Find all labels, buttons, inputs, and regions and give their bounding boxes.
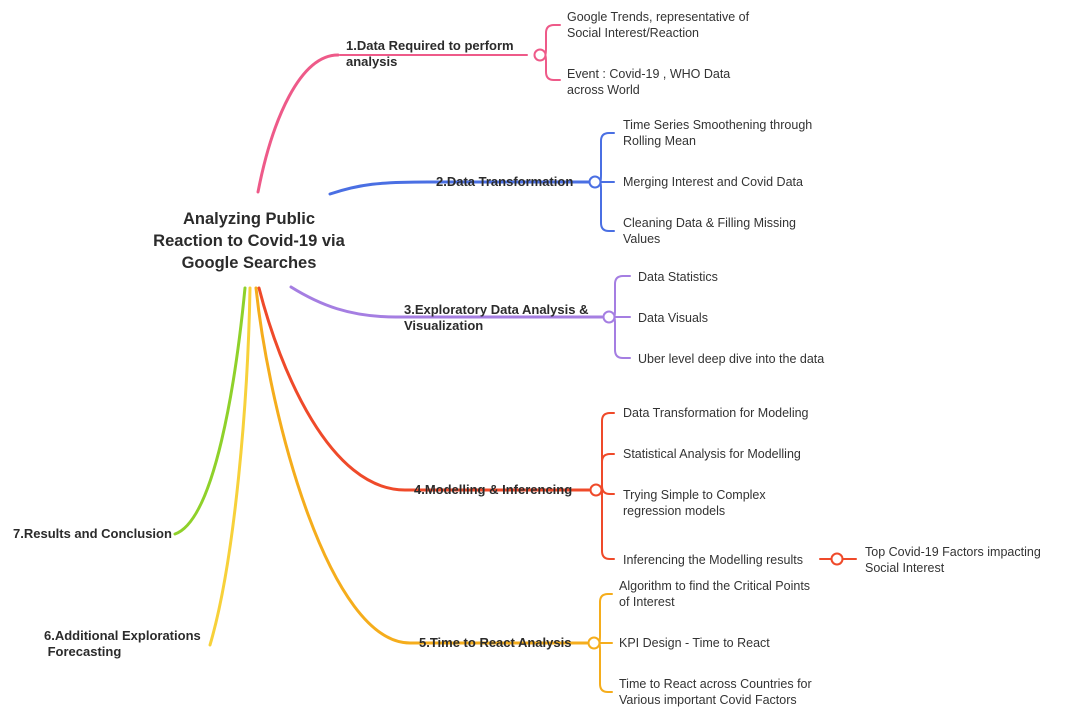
branch-6-label[interactable]: 6.Additional Explorations Forecasting bbox=[44, 628, 201, 660]
root-topic-line1: Analyzing Public bbox=[182, 210, 316, 228]
branch-2-child-1[interactable]: Time Series Smoothening through Rolling … bbox=[623, 117, 812, 149]
branch-4-child-2-line1: Statistical Analysis for Modelling bbox=[623, 447, 801, 461]
branch-3-child-connector-1 bbox=[613, 275, 631, 318]
branch-2-connector bbox=[328, 180, 591, 196]
branch-4-child-4[interactable]: Inferencing the Modelling results bbox=[623, 552, 803, 568]
branch-4-grandchild-line2: Social Interest bbox=[865, 561, 945, 575]
branch-4-child-3-line1: Trying Simple to Complex bbox=[623, 488, 766, 502]
branch-3-label-line2: Visualization bbox=[404, 318, 484, 333]
branch-3-child-connector-3 bbox=[613, 316, 631, 359]
branch-3-child-1[interactable]: Data Statistics bbox=[638, 269, 718, 285]
branch-4-child-1-line1: Data Transformation for Modeling bbox=[623, 406, 809, 420]
root-topic-line2: Reaction to Covid-19 via bbox=[153, 232, 345, 250]
branch-4-child-3[interactable]: Trying Simple to Complex regression mode… bbox=[623, 487, 766, 519]
branch-4-child-3-line2: regression models bbox=[623, 504, 726, 518]
branch-5-child-3-line1: Time to React across Countries for bbox=[619, 677, 812, 691]
branch-7-connector bbox=[173, 286, 247, 536]
branch-1-child-1-line1: Google Trends, representative of bbox=[567, 10, 750, 24]
branch-5-child-2[interactable]: KPI Design - Time to React bbox=[619, 635, 770, 651]
branch-2-child-2[interactable]: Merging Interest and Covid Data bbox=[623, 174, 803, 190]
branch-4-child-4-line1: Inferencing the Modelling results bbox=[623, 553, 803, 567]
branch-2-child-3-line2: Values bbox=[623, 232, 661, 246]
branch-2-child-connector-3 bbox=[599, 181, 615, 232]
branch-1-child-1-line2: Social Interest/Reaction bbox=[567, 26, 700, 40]
branch-1-node[interactable] bbox=[533, 48, 547, 62]
branch-6-label-line2: Forecasting bbox=[44, 644, 122, 659]
node-layer bbox=[533, 48, 844, 650]
branch-5-child-3[interactable]: Time to React across Countries for Vario… bbox=[619, 676, 812, 708]
branch-4-connector bbox=[257, 286, 591, 492]
branch-3-child-1-line1: Data Statistics bbox=[638, 270, 718, 284]
branch-1-child-2-line2: across World bbox=[567, 83, 640, 97]
branch-5-label[interactable]: 5.Time to React Analysis bbox=[419, 635, 571, 651]
branch-4-child-2[interactable]: Statistical Analysis for Modelling bbox=[623, 446, 801, 462]
branch-6-label-line1: 6.Additional Explorations bbox=[44, 628, 201, 643]
branch-4-label-line1: 4.Modelling & Inferencing bbox=[414, 482, 573, 497]
edge-layer bbox=[173, 24, 857, 693]
branch-2-child-1-line1: Time Series Smoothening through bbox=[623, 118, 813, 132]
branch-1-child-2-line1: Event : Covid-19 , WHO Data bbox=[567, 67, 731, 81]
root-topic[interactable]: Analyzing Public Reaction to Covid-19 vi… bbox=[140, 208, 358, 274]
branch-3-child-3[interactable]: Uber level deep dive into the data bbox=[638, 351, 824, 367]
branch-4-grandchild-line1: Top Covid-19 Factors impacting bbox=[865, 545, 1041, 559]
branch-7-label[interactable]: 7.Results and Conclusion bbox=[13, 526, 172, 542]
branch-2-child-1-line2: Rolling Mean bbox=[623, 134, 696, 148]
branch-4-child-connector-2 bbox=[600, 453, 615, 491]
branch-5-child-1-line2: of Interest bbox=[619, 595, 675, 609]
branch-4-grandchild[interactable]: Top Covid-19 Factors impacting Social In… bbox=[865, 544, 1041, 576]
branch-3-child-2[interactable]: Data Visuals bbox=[638, 310, 708, 326]
branch-4-node[interactable] bbox=[589, 483, 603, 497]
branch-3-label[interactable]: 3.Exploratory Data Analysis & Visualizat… bbox=[404, 302, 588, 334]
branch-3-node[interactable] bbox=[602, 310, 616, 324]
branch-1-label[interactable]: 1.Data Required to perform analysis bbox=[346, 38, 514, 70]
branch-2-child-3[interactable]: Cleaning Data & Filling Missing Values bbox=[623, 215, 796, 247]
branch-5-node[interactable] bbox=[587, 636, 601, 650]
branch-2-label-line1: 2.Data Transformation bbox=[436, 174, 574, 189]
branch-4-child-1[interactable]: Data Transformation for Modeling bbox=[623, 405, 809, 421]
branch-2-label[interactable]: 2.Data Transformation bbox=[436, 174, 573, 190]
branch-4-label[interactable]: 4.Modelling & Inferencing bbox=[414, 482, 572, 498]
branch-5-child-3-line2: Various important Covid Factors bbox=[619, 693, 797, 707]
branch-2-child-connector-1 bbox=[599, 132, 615, 183]
branch-4-grandchild-node[interactable] bbox=[830, 552, 844, 566]
branch-5-child-connector-1 bbox=[598, 593, 613, 644]
branch-5-label-line1: 5.Time to React Analysis bbox=[419, 635, 572, 650]
branch-1-label-line2: analysis bbox=[346, 54, 398, 69]
branch-5-child-1[interactable]: Algorithm to find the Critical Points of… bbox=[619, 578, 810, 610]
branch-1-child-2[interactable]: Event : Covid-19 , WHO Data across World bbox=[567, 66, 730, 98]
branch-4-child-connector-4 bbox=[600, 489, 615, 560]
branch-5-child-1-line1: Algorithm to find the Critical Points bbox=[619, 579, 811, 593]
branch-1-connector bbox=[256, 53, 340, 194]
branch-6-connector bbox=[208, 286, 252, 647]
branch-1-child-connector-2 bbox=[544, 54, 561, 81]
branch-1-label-line1: 1.Data Required to perform bbox=[346, 38, 514, 53]
branch-3-label-line1: 3.Exploratory Data Analysis & bbox=[404, 302, 589, 317]
branch-1-child-1[interactable]: Google Trends, representative of Social … bbox=[567, 9, 749, 41]
branch-3-child-2-line1: Data Visuals bbox=[638, 311, 708, 325]
branch-7-label-line1: 7.Results and Conclusion bbox=[13, 526, 172, 541]
branch-2-child-3-line1: Cleaning Data & Filling Missing bbox=[623, 216, 796, 230]
branch-5-child-2-line1: KPI Design - Time to React bbox=[619, 636, 770, 650]
branch-3-connector bbox=[289, 285, 604, 319]
branch-2-child-2-line1: Merging Interest and Covid Data bbox=[623, 175, 803, 189]
root-topic-line3: Google Searches bbox=[181, 254, 317, 272]
branch-3-child-3-line1: Uber level deep dive into the data bbox=[638, 352, 825, 366]
branch-2-node[interactable] bbox=[588, 175, 602, 189]
branch-5-child-connector-3 bbox=[598, 642, 613, 693]
branch-5-connector bbox=[254, 286, 589, 645]
branch-1-child-connector-1 bbox=[544, 24, 561, 56]
